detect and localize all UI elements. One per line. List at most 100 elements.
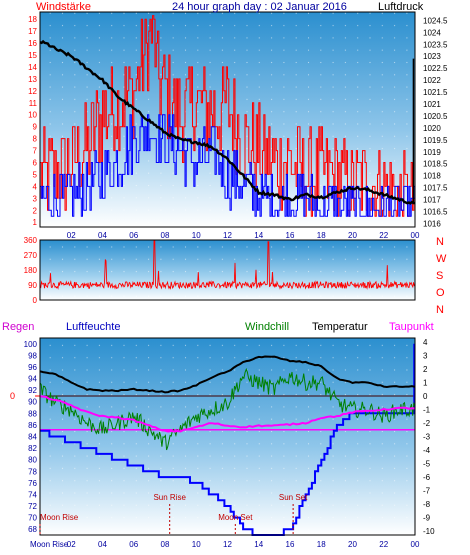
wind-tick-label: 16 — [28, 39, 37, 48]
wind-tick-label: 8 — [33, 135, 38, 144]
pressure-tick-label: 1023.5 — [423, 40, 448, 49]
wind-tick-label: 17 — [28, 27, 37, 36]
hour-tick-label: 02 — [67, 231, 76, 240]
chart-title: 24 hour graph day : 02 Januar 2016 — [172, 1, 347, 13]
wind-tick-label: 3 — [33, 194, 38, 203]
temperature-tick-label: -2 — [423, 419, 431, 428]
pressure-tick-label: 1024 — [423, 28, 441, 37]
wind-tick-label: 5 — [33, 170, 38, 179]
pressure-tick-label: 1019 — [423, 148, 441, 157]
humidity-tick-label: 78 — [28, 467, 37, 476]
pressure-tick-label: 1021.5 — [423, 88, 448, 97]
hour-tick-label: 08 — [161, 231, 170, 240]
wind-tick-label: 10 — [28, 111, 37, 120]
hour-tick-label: 18 — [317, 231, 326, 240]
legend-item: Taupunkt — [389, 321, 434, 333]
panel-direction-dots — [40, 240, 415, 300]
pressure-tick-label: 1022 — [423, 76, 441, 85]
temperature-tick-label: -6 — [423, 473, 431, 482]
hour-tick-label: 08 — [161, 540, 170, 549]
wind-tick-label: 9 — [33, 123, 38, 132]
humidity-tick-label: 98 — [28, 351, 37, 360]
temperature-tick-label: -7 — [423, 486, 431, 495]
compass-label: O — [436, 287, 445, 299]
hour-tick-label: 04 — [98, 540, 107, 549]
gust-series-line — [40, 15, 416, 217]
pressure-tick-label: 1023 — [423, 52, 441, 61]
compass-label: N — [436, 304, 444, 316]
pressure-tick-label: 1017 — [423, 196, 441, 205]
wind-tick-label: 14 — [28, 63, 37, 72]
hour-tick-label: 10 — [192, 540, 201, 549]
pressure-tick-label: 1018 — [423, 172, 441, 181]
hour-tick-label: 18 — [317, 540, 326, 549]
astro-annotation: Moon Set — [218, 513, 253, 522]
wind-direction-series-line — [39, 240, 416, 290]
temperature-tick-label: 2 — [423, 365, 428, 374]
panel-humidity-frame — [39, 337, 416, 536]
hour-tick-label: 02 — [67, 540, 76, 549]
wind-tick-label: 7 — [33, 147, 38, 156]
pressure-tick-label: 1016.5 — [423, 207, 448, 216]
temperature-series-line — [39, 355, 416, 394]
panel-direction-frame — [39, 239, 416, 301]
humidity-tick-label: 68 — [28, 525, 37, 534]
temperature-tick-label: -10 — [423, 527, 435, 536]
hour-tick-label: 16 — [286, 540, 295, 549]
wind-tick-label: 11 — [29, 99, 38, 108]
humidity-tick-label: 90 — [28, 398, 37, 407]
pressure-tick-label: 1024.5 — [423, 16, 448, 25]
dewpoint-series-line — [39, 395, 416, 433]
humidity-tick-label: 92 — [28, 386, 37, 395]
hour-tick-label: 16 — [286, 231, 295, 240]
hour-tick-label: 14 — [254, 540, 263, 549]
legend-item: Windchill — [245, 321, 289, 333]
hour-tick-label: 06 — [129, 231, 138, 240]
temperature-tick-label: 1 — [423, 379, 428, 388]
bottom-moon-rise-label: Moon Rise — [30, 540, 69, 549]
pressure-tick-label: 1020 — [423, 124, 441, 133]
panel-wind-frame — [39, 11, 416, 228]
hour-tick-label: 10 — [192, 231, 201, 240]
wind-tick-label: 2 — [33, 206, 38, 215]
legend-item: Luftfeuchte — [66, 321, 120, 333]
temperature-tick-label: 0 — [423, 392, 428, 401]
astro-annotation: Sun Set — [279, 493, 308, 502]
direction-tick-label: 90 — [28, 281, 37, 290]
wind-tick-label: 6 — [33, 159, 38, 168]
humidity-tick-label: 96 — [28, 363, 37, 372]
temperature-tick-label: -1 — [423, 406, 431, 415]
hour-tick-label: 20 — [348, 540, 357, 549]
rain-zero-label: 0 — [10, 391, 15, 401]
temperature-tick-label: 4 — [423, 338, 428, 347]
humidity-tick-label: 72 — [28, 502, 37, 511]
hour-tick-label: 12 — [223, 540, 232, 549]
mean-wind-series-line — [40, 114, 416, 217]
hour-tick-label: 00 — [411, 540, 420, 549]
left-axis-title: Windstärke — [36, 1, 91, 13]
wind-tick-label: 1 — [33, 218, 38, 227]
pressure-tick-label: 1021 — [423, 100, 441, 109]
pressure-tick-label: 1022.5 — [423, 64, 448, 73]
hour-tick-label: 22 — [379, 540, 388, 549]
astro-annotation: Sun Rise — [153, 493, 186, 502]
pressure-tick-label: 1017.5 — [423, 184, 448, 193]
pressure-tick-label: 1019.5 — [423, 136, 448, 145]
humidity-tick-label: 70 — [28, 514, 37, 523]
legend-item: Temperatur — [312, 321, 368, 333]
wind-tick-label: 13 — [28, 75, 37, 84]
compass-label: N — [436, 236, 444, 248]
hour-tick-label: 14 — [254, 231, 263, 240]
direction-tick-label: 270 — [24, 251, 38, 260]
hour-tick-label: 06 — [129, 540, 138, 549]
wind-tick-label: 12 — [28, 87, 37, 96]
direction-tick-label: 0 — [33, 296, 38, 305]
hour-tick-label: 04 — [98, 231, 107, 240]
direction-tick-label: 360 — [24, 236, 38, 245]
astro-annotation: Moon Rise — [40, 513, 79, 522]
compass-label: W — [436, 253, 447, 265]
hour-tick-label: 00 — [411, 231, 420, 240]
direction-tick-label: 180 — [24, 266, 38, 275]
